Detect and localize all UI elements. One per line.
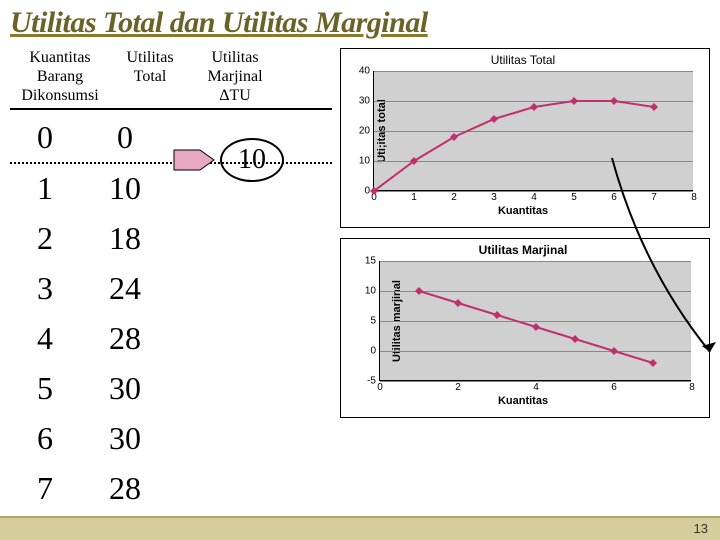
table-row: 4 28 <box>10 314 332 364</box>
y-tick-label: 5 <box>370 316 380 327</box>
cell-quantity: 2 <box>10 220 80 257</box>
chart-bottom-xlabel: Kuantitas <box>345 395 701 407</box>
cell-total-utility: 30 <box>80 370 170 407</box>
y-tick-label: 20 <box>359 126 374 137</box>
cell-total-utility: 24 <box>80 270 170 307</box>
y-tick-label: 30 <box>359 96 374 107</box>
marginal-value-callout: 10 <box>220 138 284 182</box>
table-header-row: Kuantitas Barang Dikonsumsi Utilitas Tot… <box>10 48 332 110</box>
cell-quantity: 1 <box>10 170 80 207</box>
cell-quantity: 3 <box>10 270 80 307</box>
col-header-marginal-utility: Utilitas Marjinal ΔTU <box>190 48 280 106</box>
chart-total-utility: Utilitas Total Uti;itas total 0102030400… <box>340 48 710 228</box>
y-tick-label: 40 <box>359 66 374 77</box>
x-tick-label: 6 <box>611 190 617 203</box>
x-tick-label: 5 <box>571 190 577 203</box>
table-row: 7 28 <box>10 464 332 514</box>
cell-total-utility: 0 <box>80 119 170 156</box>
x-tick-label: 1 <box>411 190 417 203</box>
x-tick-label: 8 <box>689 380 695 393</box>
x-tick-label: 0 <box>377 380 383 393</box>
x-tick-label: 8 <box>691 190 697 203</box>
cell-quantity: 4 <box>10 320 80 357</box>
data-table: Kuantitas Barang Dikonsumsi Utilitas Tot… <box>10 48 332 514</box>
col-header-total-utility: Utilitas Total <box>110 48 190 106</box>
chart-top-xlabel: Kuantitas <box>345 205 701 217</box>
y-tick-label: 15 <box>365 256 380 267</box>
chart-bottom-title: Utilitas Marjinal <box>345 243 701 257</box>
y-tick-label: 10 <box>365 286 380 297</box>
x-tick-label: 2 <box>455 380 461 393</box>
slide-title: Utilitas Total dan Utilitas Marginal <box>10 6 710 40</box>
cell-quantity: 6 <box>10 420 80 457</box>
x-tick-label: 4 <box>533 380 539 393</box>
chart-top-title: Utilitas Total <box>345 53 701 67</box>
x-tick-label: 3 <box>491 190 497 203</box>
table-row: 5 30 <box>10 364 332 414</box>
cell-total-utility: 28 <box>80 320 170 357</box>
arrow-icon <box>172 146 216 174</box>
cell-quantity: 0 <box>10 119 80 156</box>
table-row: 3 24 <box>10 264 332 314</box>
footer-bar: 13 <box>0 516 720 540</box>
y-tick-label: 0 <box>370 346 380 357</box>
page-number: 13 <box>694 521 708 536</box>
cell-total-utility: 30 <box>80 420 170 457</box>
table-row: 2 18 <box>10 214 332 264</box>
x-tick-label: 7 <box>651 190 657 203</box>
col-header-quantity: Kuantitas Barang Dikonsumsi <box>10 48 110 106</box>
cell-total-utility: 18 <box>80 220 170 257</box>
chart-marginal-utility: Utilitas Marjinal Utilitas marjinal -505… <box>340 238 710 418</box>
cell-total-utility: 10 <box>80 170 170 207</box>
x-tick-label: 4 <box>531 190 537 203</box>
x-tick-label: 6 <box>611 380 617 393</box>
x-tick-label: 2 <box>451 190 457 203</box>
table-row: 6 30 <box>10 414 332 464</box>
circled-value: 10 <box>220 138 284 182</box>
cell-quantity: 5 <box>10 370 80 407</box>
cell-quantity: 7 <box>10 470 80 507</box>
cell-total-utility: 28 <box>80 470 170 507</box>
y-tick-label: 10 <box>359 156 374 167</box>
